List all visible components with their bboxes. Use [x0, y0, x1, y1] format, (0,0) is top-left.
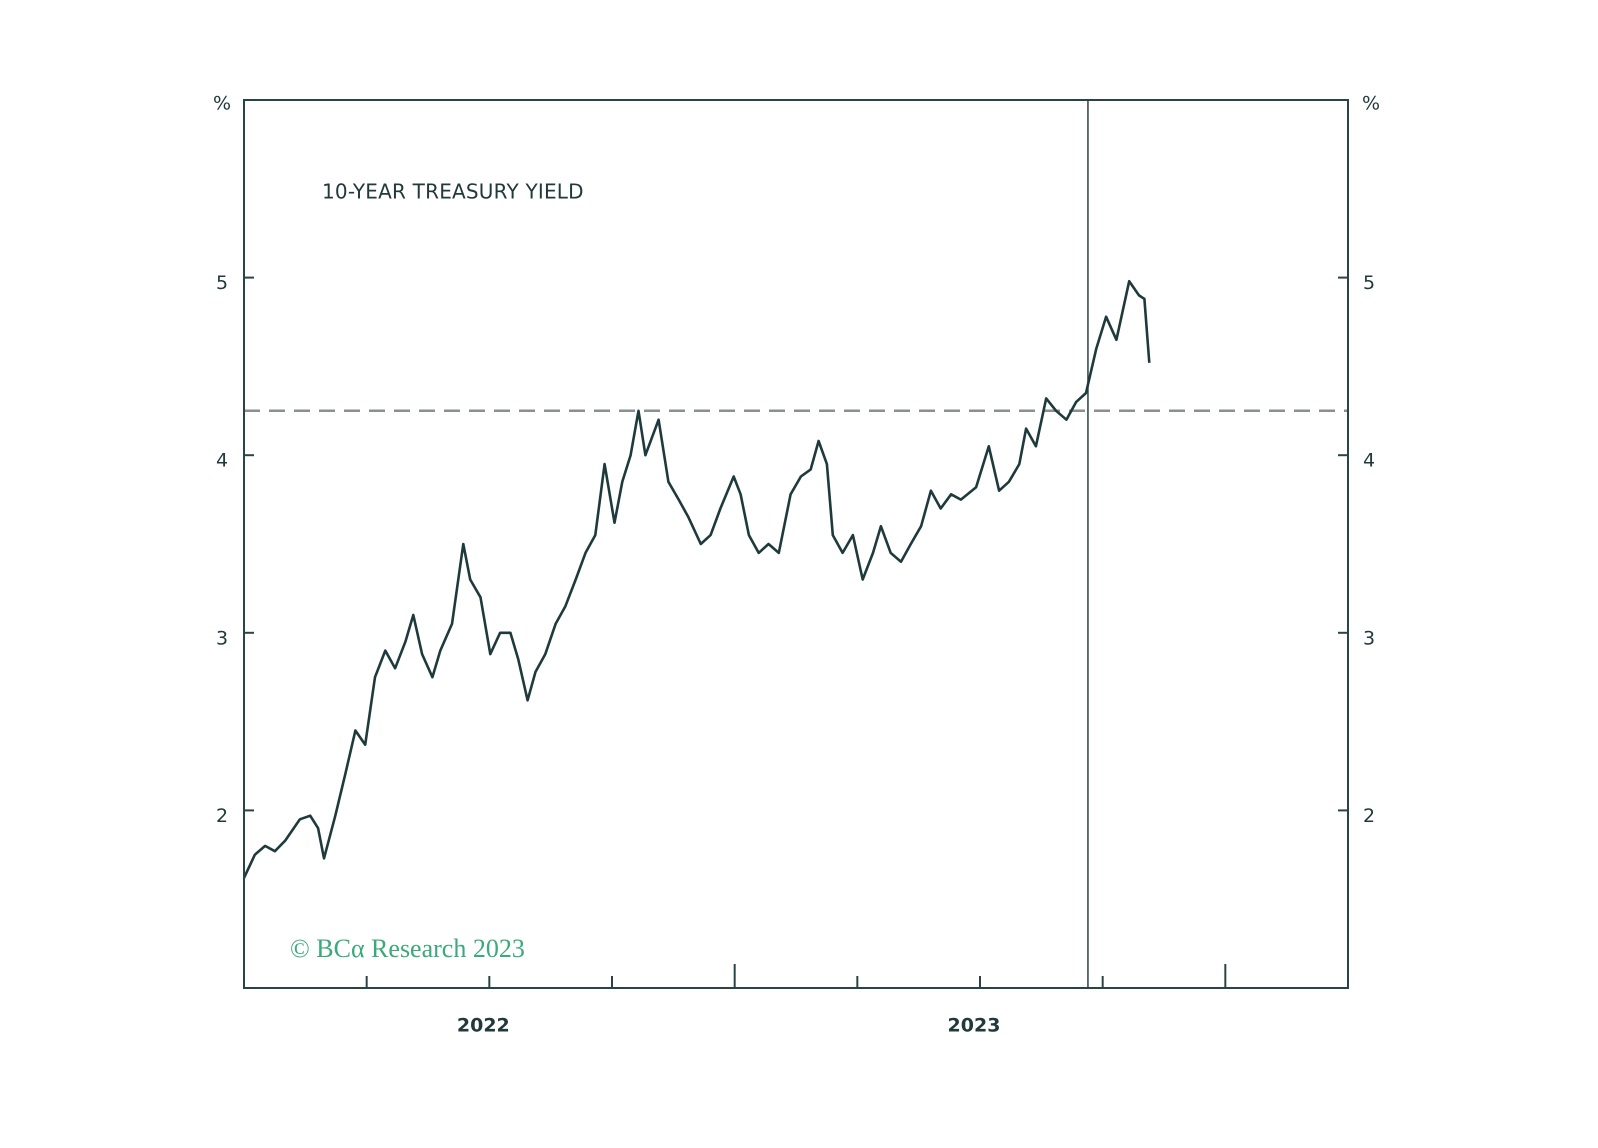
- y2-unit-label: %: [1362, 93, 1380, 115]
- y-unit-label: %: [213, 93, 231, 115]
- y-tick-label: 3: [216, 627, 228, 649]
- y2-tick-label: 2: [1363, 805, 1375, 827]
- y-tick-label: 5: [216, 272, 228, 294]
- y2-tick-label: 5: [1363, 272, 1375, 294]
- credit: © BCα Research 2023: [290, 934, 525, 963]
- y-tick-label: 2: [216, 805, 228, 827]
- x-tick-label: 2022: [457, 1015, 510, 1037]
- y-tick-label: 4: [216, 450, 228, 472]
- series-line: [242, 279, 1151, 879]
- plot-frame: [243, 99, 1349, 989]
- y2-tick-label: 3: [1363, 627, 1375, 649]
- chart-title: 10-YEAR TREASURY YIELD: [322, 180, 584, 204]
- y2-tick-label: 4: [1363, 450, 1375, 472]
- x-tick-label: 2023: [948, 1015, 1001, 1037]
